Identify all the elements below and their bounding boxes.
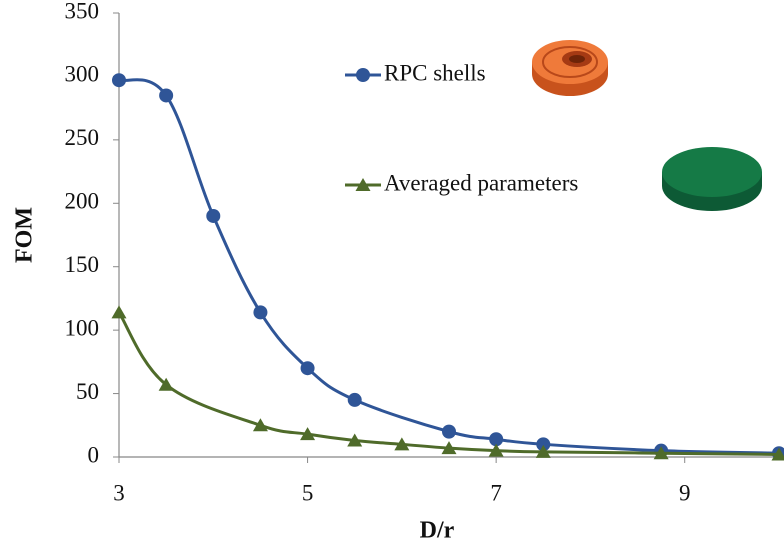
legend-label: RPC shells — [384, 60, 486, 85]
marker — [489, 432, 504, 447]
y-tick-label: 100 — [65, 315, 100, 340]
y-tick-label: 0 — [88, 442, 100, 467]
marker — [771, 447, 784, 461]
x-tick-label: 9 — [679, 480, 691, 505]
y-tick-label: 50 — [76, 379, 99, 404]
marker — [535, 444, 551, 458]
marker — [158, 377, 174, 391]
series-line — [118, 78, 780, 455]
marker — [112, 73, 126, 88]
marker — [300, 361, 315, 376]
y-tick-label: 300 — [65, 62, 100, 87]
marker — [347, 392, 362, 407]
legend-marker — [355, 178, 371, 191]
marker — [253, 305, 268, 320]
y-tick-label: 350 — [65, 0, 100, 23]
legend-label: Averaged parameters — [384, 170, 578, 195]
marker — [300, 427, 316, 441]
marker — [206, 208, 221, 223]
marker — [111, 305, 127, 319]
y-axis-title: FOM — [12, 207, 38, 263]
rpc-shell-icon — [532, 40, 608, 96]
averaged-disk-icon — [662, 147, 762, 211]
marker — [347, 433, 363, 447]
y-tick-label: 200 — [65, 189, 100, 214]
marker — [159, 88, 174, 103]
marker — [252, 418, 268, 432]
marker — [488, 443, 504, 457]
x-tick-label: 5 — [302, 480, 314, 505]
marker — [653, 446, 669, 460]
marker — [441, 441, 457, 455]
legend-marker — [356, 68, 370, 82]
marker — [536, 437, 551, 452]
marker — [394, 437, 410, 451]
marker — [442, 424, 456, 439]
x-tick-label: 3 — [113, 480, 125, 505]
x-axis-title: D/r — [420, 518, 455, 544]
y-tick-label: 250 — [65, 125, 100, 150]
x-tick-label: 7 — [490, 480, 502, 505]
y-tick-label: 150 — [65, 252, 100, 277]
